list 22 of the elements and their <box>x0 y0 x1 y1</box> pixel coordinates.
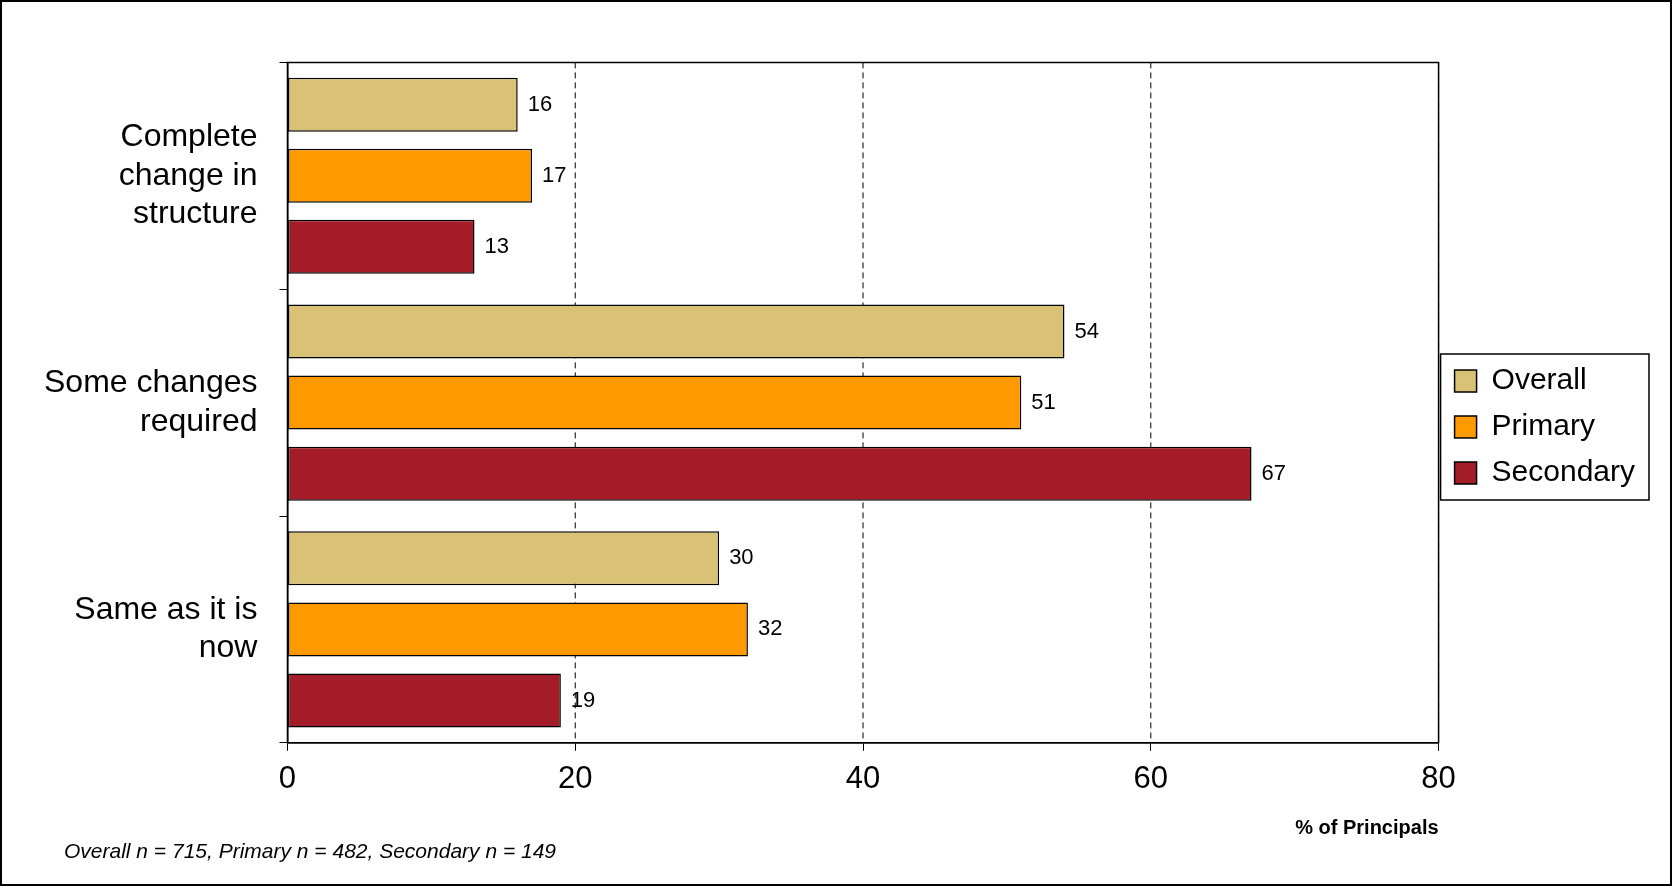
legend-label: Secondary <box>1491 454 1636 488</box>
data-label: 19 <box>570 686 596 712</box>
text: Overall n = 715, Primary n = 482, Secondary n = 149 <box>64 839 557 862</box>
y-tick-label: Complete change in structure <box>118 117 258 231</box>
legend-label: Primary <box>1491 408 1595 442</box>
legend-label: Overall <box>1491 362 1587 396</box>
data-label: 67 <box>1261 459 1287 485</box>
x-axis-title: % of Principals <box>1295 815 1439 838</box>
data-label: 54 <box>1074 317 1099 343</box>
x-tick-label: 20 <box>558 759 593 795</box>
data-label: 13 <box>484 232 510 258</box>
x-tick-label: 80 <box>1421 759 1456 795</box>
data-label: 32 <box>757 615 783 641</box>
x-tick-label: 0 <box>278 759 297 795</box>
data-label: 17 <box>542 161 567 187</box>
y-tick-label: Some changes required <box>44 363 258 438</box>
data-label: 30 <box>729 544 754 570</box>
x-tick-label: 60 <box>1133 759 1169 795</box>
data-label: 51 <box>1031 388 1056 414</box>
x-tick-label: 40 <box>845 759 881 795</box>
data-label: 16 <box>527 90 553 116</box>
y-tick-label: Same as it is now <box>74 590 259 665</box>
